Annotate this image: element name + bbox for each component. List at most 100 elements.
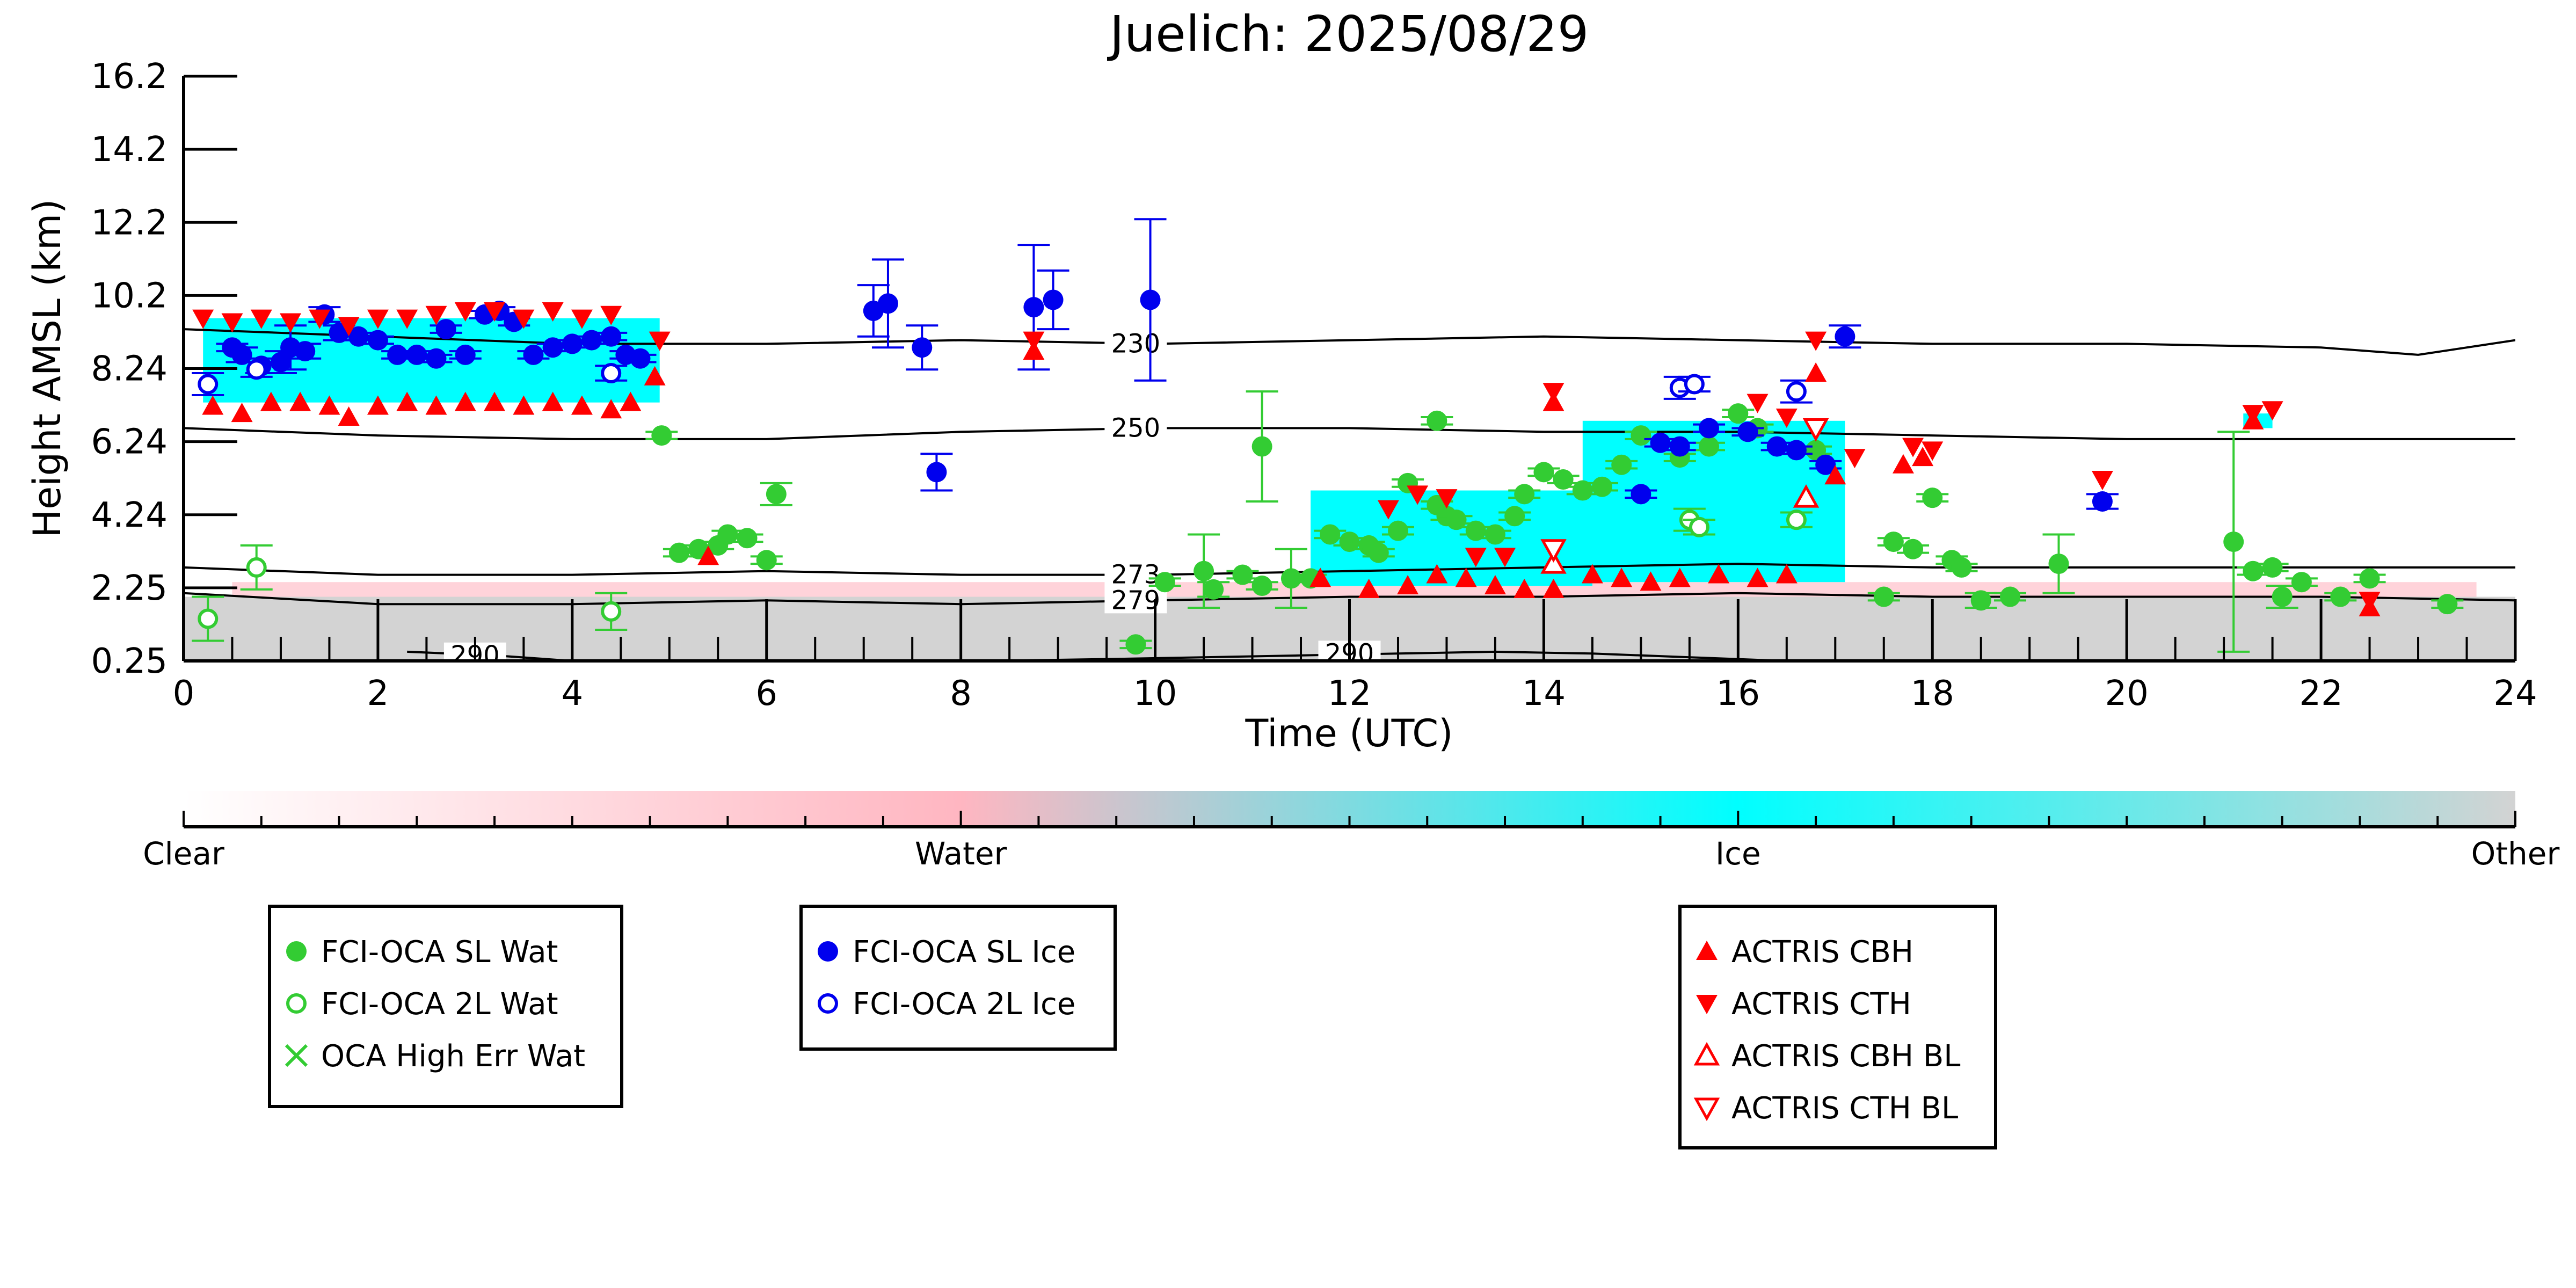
point-actris-cth: [1902, 438, 1924, 457]
point-fci-oca-sl-ice: [523, 344, 544, 365]
y-tick-label: 16.2: [91, 57, 168, 97]
point-actris-cth: [1844, 449, 1866, 469]
point-fci-oca-2l-wat: [246, 557, 267, 578]
legend-marker: [286, 993, 307, 1014]
point-fci-oca-sl-wat: [1514, 484, 1535, 505]
point-fci-oca-sl-wat: [1533, 462, 1554, 483]
y-axis-label: Height AMSL (km): [25, 199, 69, 538]
x-tick-label: 4: [561, 674, 583, 714]
point-fci-oca-sl-wat: [1572, 480, 1593, 501]
point-fci-oca-sl-ice: [877, 293, 898, 314]
point-actris-cth: [1494, 548, 1516, 567]
point-actris-cbh: [396, 391, 418, 411]
data-markers: [192, 218, 2464, 655]
point-actris-cth: [1377, 500, 1399, 520]
point-fci-oca-sl-wat: [1427, 410, 1447, 431]
x-tick-label: 0: [173, 674, 195, 714]
point-actris-cbh: [318, 395, 340, 415]
point-actris-cbh: [1747, 567, 1769, 587]
point-fci-oca-sl-ice: [1737, 421, 1758, 442]
legend-marker: [818, 993, 838, 1014]
point-fci-oca-sl-ice: [2092, 491, 2113, 512]
point-fci-oca-sl-ice: [542, 337, 563, 358]
point-actris-cth: [2242, 405, 2264, 425]
contour-line-273: [184, 563, 2515, 576]
point-fci-oca-sl-wat: [1970, 590, 1991, 611]
legend-label: ACTRIS CBH: [1731, 935, 1913, 970]
point-fci-oca-sl-wat: [737, 528, 758, 549]
point-actris-cth: [367, 309, 389, 329]
point-actris-cth: [513, 309, 535, 329]
legend-box: [268, 905, 623, 1108]
legend-marker: [1693, 1097, 1720, 1122]
x-tick-label: 12: [1328, 674, 1371, 714]
legend-label: FCI-OCA 2L Wat: [321, 987, 558, 1022]
y-tick-label: 14.2: [91, 130, 168, 170]
point-fci-oca-sl-wat: [1194, 561, 1214, 581]
x-tick-label: 20: [2105, 674, 2148, 714]
point-fci-oca-2l-ice: [1786, 381, 1807, 402]
point-actris-cbh: [1358, 578, 1380, 598]
point-fci-oca-sl-wat: [717, 524, 738, 545]
point-actris-cth: [649, 331, 671, 351]
y-tick-label: 8.24: [91, 350, 168, 389]
point-actris-cth: [1805, 331, 1827, 351]
x-tick-label: 10: [1133, 674, 1177, 714]
point-fci-oca-sl-wat: [756, 550, 777, 571]
point-actris-cth: [1542, 383, 1564, 403]
point-actris-cbh: [289, 391, 311, 411]
point-fci-oca-sl-wat: [1951, 557, 1972, 578]
legend-marker: [285, 1044, 308, 1067]
legend-box: [1678, 905, 1997, 1149]
point-fci-oca-sl-ice: [1631, 484, 1651, 505]
x-axis-label: Time (UTC): [1245, 711, 1453, 755]
point-fci-oca-sl-wat: [1368, 542, 1389, 563]
point-actris-cbh: [571, 395, 593, 415]
point-fci-oca-sl-ice: [1140, 289, 1161, 310]
legend-marker: [1696, 995, 1718, 1014]
point-fci-oca-sl-wat: [2330, 586, 2351, 607]
point-fci-oca-sl-wat: [1251, 576, 1272, 596]
point-actris-cth: [221, 313, 243, 333]
point-actris-cbh: [644, 366, 666, 385]
point-actris-cth: [542, 302, 564, 322]
point-actris-cbh: [1708, 564, 1730, 584]
point-fci-oca-sl-ice: [581, 330, 602, 351]
point-fci-oca-sl-ice: [1766, 436, 1787, 457]
point-actris-cth: [1465, 548, 1487, 567]
point-actris-cbh: [260, 391, 282, 411]
x-tick-label: 2: [367, 674, 389, 714]
point-fci-oca-sl-ice: [270, 352, 291, 373]
point-fci-oca-sl-ice: [1699, 418, 1720, 439]
point-fci-oca-sl-wat: [1611, 454, 1632, 475]
point-actris-cth: [338, 317, 360, 337]
colorbar-label: Ice: [1715, 835, 1761, 872]
point-fci-oca-2l-ice: [198, 374, 219, 395]
point-actris-cbh: [338, 406, 360, 426]
point-actris-cth: [600, 305, 622, 325]
point-actris-cbh: [1581, 564, 1603, 584]
point-actris-cbh: [231, 403, 253, 423]
y-tick-label: 2.25: [91, 569, 168, 608]
point-actris-cbh: [1484, 575, 1506, 595]
point-actris-cth: [309, 309, 331, 329]
point-actris-cbh: [367, 395, 389, 415]
point-actris-cbh: [1824, 465, 1846, 485]
point-fci-oca-sl-wat: [2359, 568, 2380, 589]
point-actris-cth: [250, 309, 272, 329]
point-fci-oca-sl-wat: [651, 425, 672, 446]
point-fci-oca-sl-ice: [1023, 297, 1044, 318]
point-fci-oca-sl-wat: [1125, 634, 1146, 655]
legend-label: FCI-OCA 2L Ice: [853, 987, 1075, 1022]
point-fci-oca-2l-wat: [1689, 516, 1709, 537]
point-fci-oca-sl-ice: [926, 462, 947, 483]
point-actris-cth: [1775, 408, 1798, 428]
point-fci-oca-sl-wat: [1903, 539, 1924, 559]
point-fci-oca-sl-wat: [1553, 469, 1574, 490]
point-actris-cbh: [1892, 454, 1914, 474]
chart-title: Juelich: 2025/08/29: [1107, 5, 1589, 63]
point-fci-oca-sl-ice: [406, 344, 427, 365]
point-fci-oca-sl-wat: [1699, 436, 1720, 457]
point-actris-cth: [192, 309, 214, 329]
